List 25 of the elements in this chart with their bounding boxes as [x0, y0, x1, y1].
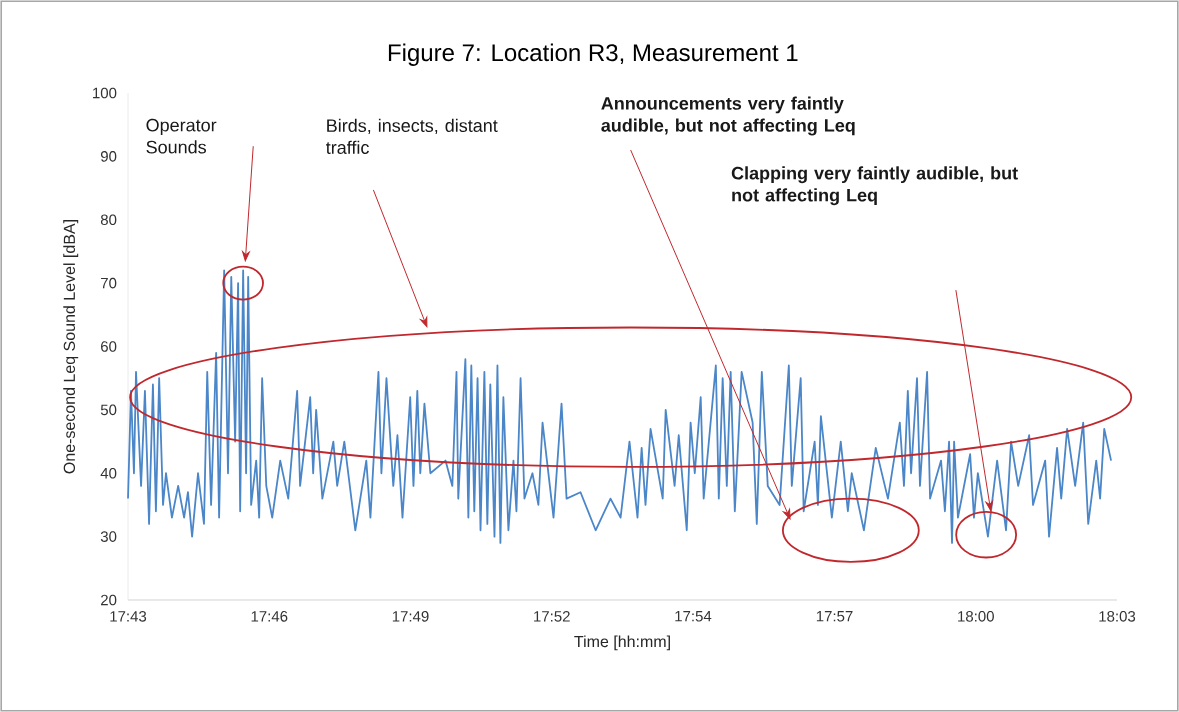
- x-tick-label: 18:03: [1099, 611, 1136, 622]
- y-tick-label: 70: [101, 277, 117, 289]
- y-tick-label: 30: [100, 531, 117, 542]
- x-axis-title: Time [hh:mm]: [574, 635, 670, 651]
- x-tick-label: 17:46: [251, 611, 288, 622]
- x-tick-label: 18:00: [958, 611, 994, 622]
- line-series: [127, 269, 1112, 544]
- x-tick-label: 17:57: [816, 611, 853, 622]
- x-tick-label: 17:49: [392, 611, 429, 622]
- y-tick-label: 90: [100, 151, 117, 162]
- chart-title: Figure 7: Location R3, Measurement 1: [388, 43, 798, 66]
- annotation: Announcements very faintly audible, but not affecting Leq: [601, 96, 855, 136]
- y-tick-label: 40: [100, 467, 117, 479]
- annotation: Birds, insects, distant traffic: [326, 118, 498, 154]
- y-tick-label: 100: [93, 87, 117, 99]
- x-tick-label: 17:54: [675, 611, 712, 622]
- annotation: Operator Sounds: [146, 118, 217, 154]
- y-tick-label: 60: [101, 341, 117, 352]
- y-tick-label: 80: [100, 214, 117, 226]
- y-tick-label: 20: [101, 594, 117, 606]
- x-tick-label: 17:43: [110, 611, 147, 622]
- y-axis-title: One-second Leq Sound Level [dBA]: [63, 220, 79, 474]
- x-tick-label: 17:52: [534, 611, 570, 622]
- y-tick-label: 50: [100, 404, 117, 416]
- annotation: Clapping very faintly audible, but not affecting Leq: [731, 166, 1018, 206]
